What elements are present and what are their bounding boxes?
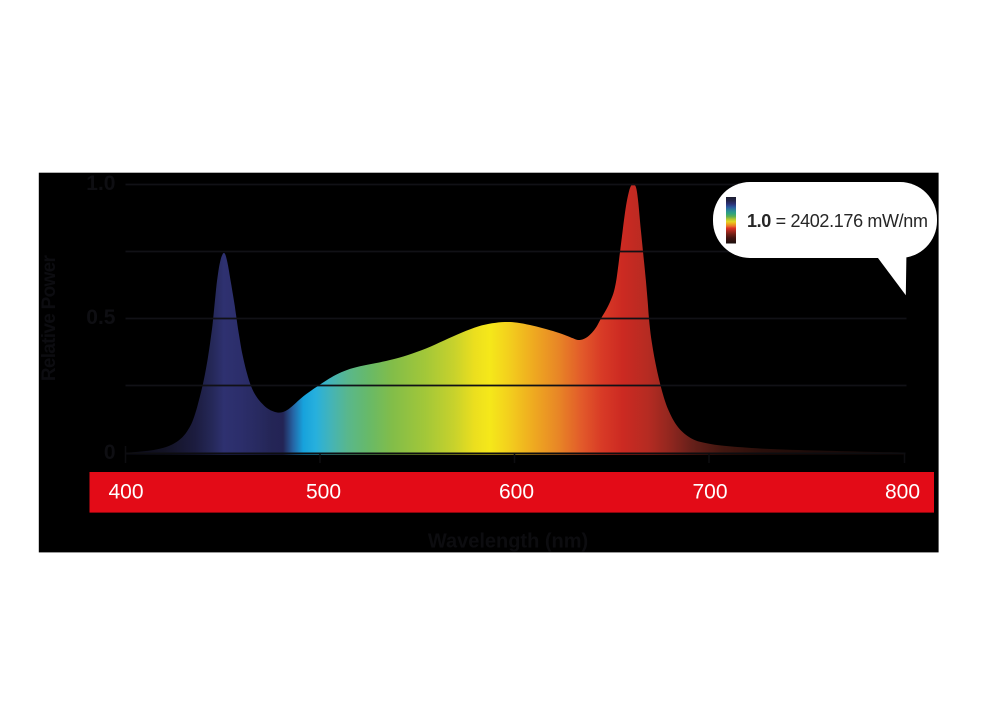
svg-text:1.0 = 2402.176 mW/nm: 1.0 = 2402.176 mW/nm [747,211,928,231]
svg-text:800: 800 [885,481,920,504]
svg-text:Relative Power: Relative Power [39,255,60,382]
svg-text:0.5: 0.5 [86,306,116,329]
svg-text:700: 700 [692,481,727,504]
svg-text:0: 0 [104,441,116,464]
svg-text:400: 400 [108,481,143,504]
svg-text:500: 500 [306,481,341,504]
svg-text:1.0: 1.0 [86,172,115,195]
svg-text:Wavelength (nm): Wavelength (nm) [428,531,588,553]
svg-text:600: 600 [499,481,534,504]
